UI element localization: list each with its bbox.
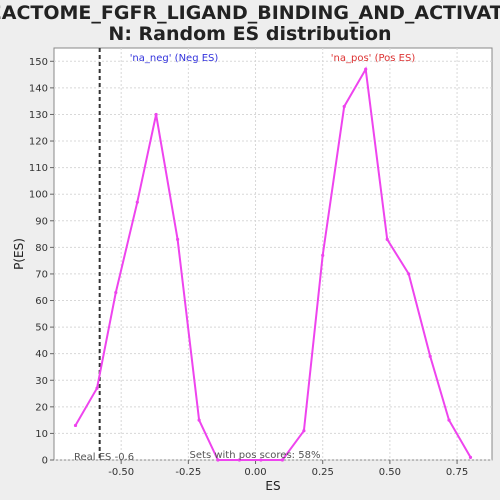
y-tick-label: 10	[35, 429, 48, 440]
es-data-point	[302, 429, 306, 433]
axis-ticks: 0 10 20 30 40 50 60 70 80 90 100 110 120 130 140 150 -0.…	[29, 57, 468, 478]
y-tick-label: 90	[35, 216, 48, 227]
es-data-point	[259, 458, 263, 462]
es-data-point	[407, 272, 411, 276]
y-tick-label: 130	[29, 110, 48, 121]
x-tick-label: 0.75	[446, 467, 468, 478]
es-data-point	[95, 386, 99, 390]
y-tick-label: 40	[35, 349, 48, 360]
y-tick-label: 100	[29, 190, 48, 201]
es-data-point	[216, 458, 220, 462]
y-axis-label: P(ES)	[12, 238, 26, 270]
x-tick-label: 0.25	[312, 467, 334, 478]
y-tick-label: 110	[29, 163, 48, 174]
chart-title-line1: REACTOME_FGFR_LIGAND_BINDING_AND_ACTIVAT…	[0, 2, 500, 24]
es-data-point	[135, 200, 139, 204]
y-tick-label: 50	[35, 323, 48, 334]
y-tick-label: 60	[35, 296, 48, 307]
es-data-point	[237, 458, 242, 462]
real-es-label: Real ES -0.6	[74, 452, 134, 463]
es-data-point	[176, 237, 180, 241]
y-tick-label: 30	[35, 376, 48, 387]
x-tick-label: 0.50	[379, 467, 401, 478]
es-data-point	[197, 418, 201, 422]
es-data-point	[447, 418, 451, 422]
y-tick-label: 0	[42, 456, 48, 467]
es-distribution-line	[74, 66, 472, 461]
y-tick-label: 20	[35, 402, 48, 413]
chart-title-line2: N: Random ES distribution	[108, 23, 391, 45]
es-data-point	[73, 423, 78, 428]
pos-scores-label: Sets with pos scores: 58%	[190, 450, 321, 461]
pos-es-label: 'na_pos' (Pos ES)	[331, 53, 416, 64]
es-data-point	[468, 455, 473, 459]
es-distribution-points	[73, 67, 473, 462]
es-data-point	[280, 458, 285, 462]
es-data-point	[154, 112, 158, 117]
es-data-point	[385, 237, 389, 241]
neg-es-label: 'na_neg' (Neg ES)	[130, 53, 219, 64]
es-data-point	[321, 253, 325, 257]
y-tick-label: 80	[35, 243, 48, 254]
plot-area	[53, 47, 493, 461]
x-axis-label: ES	[265, 479, 280, 493]
es-data-point	[428, 354, 432, 358]
y-tick-label: 140	[29, 83, 48, 94]
es-data-point	[342, 104, 346, 109]
y-tick-label: 120	[29, 137, 48, 148]
es-data-point	[364, 67, 368, 71]
x-tick-label: -0.25	[175, 467, 201, 478]
x-tick-label: -0.50	[108, 467, 134, 478]
y-tick-label: 70	[35, 269, 48, 280]
x-tick-label: 0.00	[244, 467, 266, 478]
y-tick-label: 150	[29, 57, 48, 68]
es-data-point	[114, 290, 118, 295]
